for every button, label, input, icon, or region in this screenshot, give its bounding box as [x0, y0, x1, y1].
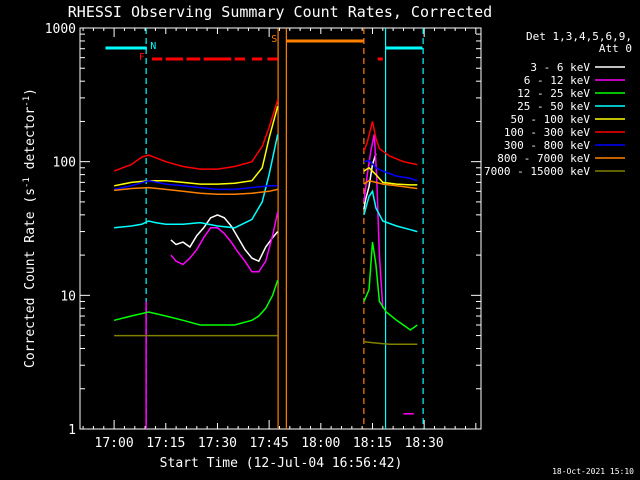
y-axis-label-sup: -1	[22, 177, 32, 188]
flag-label: F	[139, 52, 145, 63]
legend-entry-label: 100 - 300 keV	[504, 126, 590, 139]
plot-frame	[79, 27, 482, 430]
x-axis-ticks: 17:00 17:15 17:30 17:45 18:00 18:15 18:30	[82, 28, 477, 451]
series-line	[363, 241, 418, 331]
series-line	[170, 211, 279, 273]
y-axis-label-part: detector	[23, 107, 38, 178]
series-line	[113, 279, 279, 326]
y-tick-label: 1	[68, 423, 76, 438]
flag-label: N	[150, 41, 156, 52]
x-axis-label: Start Time (12-Jul-04 16:56:42)	[160, 456, 403, 471]
x-tick-label: 17:15	[146, 436, 185, 451]
legend-entry-label: 6 - 12 keV	[524, 74, 591, 87]
series-line	[363, 340, 418, 346]
legend-entry-label: 50 - 100 keV	[511, 113, 591, 126]
legend-entry-label: 800 - 7000 keV	[497, 152, 590, 165]
y-tick-label: 100	[53, 156, 76, 171]
series-line	[170, 214, 279, 263]
series-line	[113, 179, 278, 191]
legend-entry-label: 25 - 50 keV	[517, 100, 590, 113]
series-lines	[113, 99, 418, 429]
legend-entry-label: 12 - 25 keV	[517, 87, 590, 100]
x-tick-label: 17:45	[250, 436, 289, 451]
y-axis-label-part: Corrected Count Rate (s	[23, 188, 38, 368]
legend-entry-label: 3 - 6 keV	[530, 61, 590, 74]
x-tick-label: 18:00	[301, 436, 340, 451]
y-tick-label: 10	[60, 289, 76, 304]
series-line	[363, 134, 384, 309]
series-line	[114, 186, 278, 196]
legend-entry-label: 7000 - 15000 keV	[484, 165, 590, 178]
y-tick-label: 1000	[45, 22, 76, 37]
series-line	[363, 179, 418, 190]
chart-title: RHESSI Observing Summary Count Rates, Co…	[68, 3, 492, 21]
plot-area: NF S 1 10 100 1000 17:00 17:15 17:30 17:45 18:00…	[45, 22, 482, 451]
y-axis-label: Corrected Count Rate (s-1 detector-1)	[22, 88, 38, 368]
y-axis-label-sup: -1	[22, 96, 32, 107]
series-line	[114, 134, 279, 229]
series-line	[113, 99, 279, 172]
x-tick-label: 17:30	[198, 436, 237, 451]
x-tick-label: 18:30	[405, 436, 444, 451]
legend-header-line: Det 1,3,4,5,6,9,	[526, 30, 632, 43]
legend-entry-label: 300 - 800 keV	[504, 139, 590, 152]
series-line	[363, 189, 418, 233]
series-line	[363, 166, 418, 186]
flag-bars: NF S	[105, 34, 423, 63]
legend-header-line: Att 0	[599, 42, 632, 55]
x-tick-label: 18:15	[353, 436, 392, 451]
series-line	[363, 121, 418, 166]
timestamp: 18-Oct-2021 15:10	[552, 467, 634, 476]
flag-label: S	[271, 34, 277, 45]
y-axis-label-part: )	[23, 88, 38, 96]
series-line	[363, 159, 418, 182]
x-tick-label: 17:00	[95, 436, 134, 451]
series-line	[363, 153, 377, 210]
y-axis-ticks: 1 10 100 1000	[45, 22, 481, 438]
